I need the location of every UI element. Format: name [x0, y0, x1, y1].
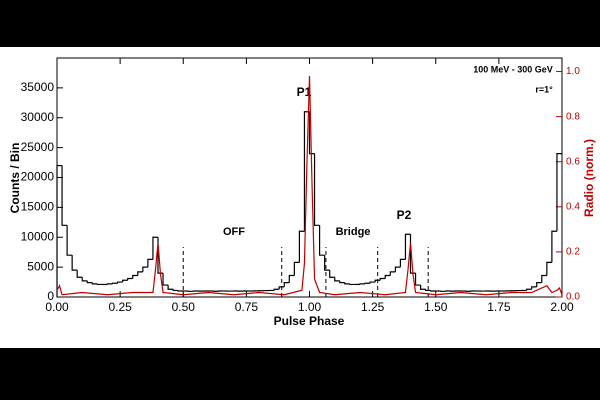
histogram-step	[394, 266, 401, 272]
annotation: P1	[297, 85, 312, 99]
histogram-step	[147, 258, 153, 268]
histogram-step	[152, 236, 158, 260]
y-tick-label: 15000	[21, 200, 55, 214]
histogram-step	[71, 255, 78, 271]
histogram-step	[303, 111, 310, 232]
annotation: 100 MeV - 300 GeV	[473, 64, 553, 74]
histogram-step	[137, 271, 143, 276]
histogram-step	[76, 270, 83, 278]
histogram-step	[142, 266, 148, 272]
annotation: Bridge	[336, 226, 371, 238]
histogram-step	[349, 283, 355, 286]
y-tick-label: 25000	[21, 140, 55, 154]
histogram-step	[399, 258, 406, 268]
histogram-step	[66, 225, 73, 256]
histogram-step	[132, 274, 138, 279]
histogram-step	[541, 274, 547, 283]
histogram-step	[531, 286, 537, 290]
annotation: r=1°	[535, 84, 553, 94]
histogram-step	[273, 288, 280, 291]
y2-tick-label: 0.4	[566, 201, 580, 212]
histogram-step	[359, 283, 366, 285]
y2-tick-label: 0.0	[566, 292, 580, 303]
letterbox-bottom	[0, 348, 600, 400]
histogram-step	[369, 281, 376, 284]
x-tick-label: 1.75	[487, 300, 511, 314]
histogram-step	[56, 164, 63, 297]
y-axis-label: Counts / Bin	[8, 143, 22, 214]
histogram-step	[61, 165, 68, 226]
letterbox-top	[0, 0, 600, 47]
annotation: P2	[397, 208, 412, 222]
histogram-step	[283, 282, 290, 287]
histogram-step	[546, 261, 552, 276]
histogram-step	[308, 111, 315, 155]
histogram-step	[81, 277, 88, 282]
histogram-step	[536, 282, 542, 287]
histogram-step	[117, 281, 123, 284]
y-tick-label: 35000	[21, 80, 55, 94]
histogram-step	[404, 233, 411, 260]
histogram-step	[91, 282, 98, 285]
x-tick-label: 2.00	[550, 300, 574, 314]
histogram-step	[278, 286, 285, 290]
histogram-step	[339, 280, 345, 284]
annotation: OFF	[223, 226, 245, 238]
histogram-step	[425, 289, 431, 292]
histogram-step	[313, 153, 320, 226]
y2-tick-label: 0.6	[566, 156, 580, 167]
histogram-step	[86, 280, 93, 284]
histogram-step	[106, 283, 113, 285]
histogram-step	[167, 285, 174, 290]
histogram-step	[389, 271, 396, 276]
radio-line	[56, 76, 563, 296]
y2-tick-label: 1.0	[566, 66, 580, 77]
histogram-step	[298, 230, 305, 263]
histogram-step	[162, 273, 169, 286]
histogram-step	[122, 279, 128, 283]
histogram-step	[384, 274, 391, 279]
histogram-step	[556, 153, 562, 232]
histogram-step	[177, 290, 184, 292]
x-tick-label: 0.75	[235, 300, 259, 314]
histogram-step	[364, 282, 371, 284]
histogram-step	[551, 230, 557, 263]
histogram-step	[374, 279, 381, 283]
x-tick-label: 0.25	[108, 300, 132, 314]
x-axis-label: Pulse Phase	[274, 314, 345, 328]
histogram-step	[344, 282, 350, 285]
y2-tick-label: 0.8	[566, 111, 580, 122]
y-tick-label: 5000	[27, 259, 54, 273]
y-tick-label: 20000	[21, 170, 55, 184]
histogram-step	[172, 289, 179, 292]
x-tick-label: 1.50	[424, 300, 448, 314]
y-tick-label: 30000	[21, 110, 55, 124]
histogram-step	[379, 277, 386, 281]
x-tick-label: 0.50	[172, 300, 196, 314]
histogram-step	[329, 270, 335, 278]
histogram-step	[319, 225, 325, 256]
histogram-step	[127, 277, 133, 281]
x-tick-label: 1.25	[361, 300, 385, 314]
x-tick-label: 0.00	[45, 300, 69, 314]
histogram-step	[111, 282, 118, 284]
y-tick-label: 0	[47, 289, 54, 303]
histogram-step	[288, 274, 295, 283]
histogram-step	[526, 288, 532, 291]
histogram-step	[430, 290, 436, 292]
y2-tick-label: 0.2	[566, 247, 580, 258]
histogram-step	[414, 273, 421, 286]
histogram-step	[324, 255, 330, 271]
histogram-step	[334, 277, 340, 282]
y-tick-label: 10000	[21, 229, 55, 243]
histogram-step	[96, 283, 103, 286]
histogram-step	[420, 285, 426, 290]
x-tick-label: 1.00	[298, 300, 322, 314]
y2-axis-label: Radio (norm.)	[582, 139, 596, 217]
histogram-step	[293, 261, 300, 276]
